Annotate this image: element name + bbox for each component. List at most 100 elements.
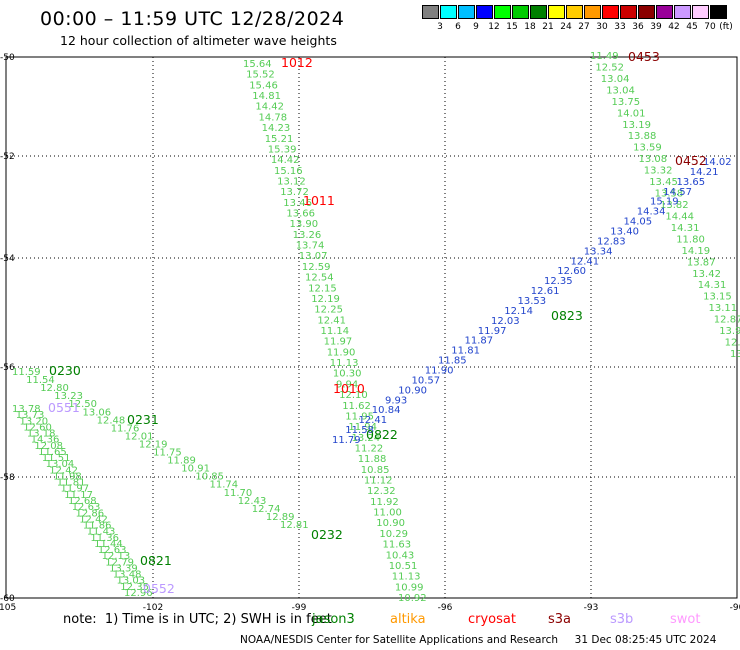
wave-height-value: 13.08 [639, 154, 668, 165]
satellite-legend-cryosat: cryosat [468, 612, 516, 627]
colorbar-label: 21 [542, 22, 554, 32]
wave-height-value: 14.01 [617, 108, 646, 119]
wave-height-value: 12.80 [40, 383, 69, 394]
wave-height-value: 11.97 [61, 484, 90, 495]
wave-height-value: 11.98 [53, 472, 82, 483]
colorbar-label: 36 [632, 22, 644, 32]
colorbar-label: 39 [650, 22, 662, 32]
colorbar-swatch [638, 5, 655, 19]
colorbar-swatch [494, 5, 511, 19]
wave-height-value: 12.42 [49, 465, 78, 476]
satellite-legend-s3a: s3a [548, 612, 572, 627]
colorbar-label: 12 [488, 22, 500, 32]
wave-height-value: 13.23 [54, 391, 83, 402]
longitude-label: -96 [438, 603, 453, 613]
wave-height-value: 12.35 [120, 582, 149, 593]
pass-time-label: 0551 [48, 400, 80, 415]
wave-height-value: 15.19 [650, 197, 679, 208]
wave-height-value: 11.12 [364, 476, 393, 487]
colorbar-swatch [566, 5, 583, 19]
wave-height-value: 11.51 [42, 453, 71, 464]
satellite-legend-swot: swot [670, 612, 701, 627]
colorbar-swatch [692, 5, 709, 19]
wave-height-value: 14.42 [271, 155, 300, 166]
wave-height-value: 11.86 [83, 521, 112, 532]
wave-height-value: 12.52 [595, 63, 624, 74]
wave-height-value: 12.41 [359, 415, 388, 426]
wave-height-value: 13.04 [46, 459, 75, 470]
pass-time-label: 1011 [303, 193, 335, 208]
wave-height-value: 12.14 [504, 306, 533, 317]
satellite-legend-altika: altika [390, 612, 426, 627]
wave-height-value: 11.49 [590, 51, 619, 62]
wave-height-value: 14.19 [682, 246, 711, 257]
colorbar-swatch [620, 5, 637, 19]
colorbar-label: 24 [560, 22, 572, 32]
wave-height-value: 11.70 [224, 488, 253, 499]
wave-height-value: 10.84 [372, 405, 401, 416]
colorbar-swatch [674, 5, 691, 19]
wave-height-value: 12.63 [72, 502, 101, 513]
wave-height-value: 13.04 [601, 74, 630, 85]
wave-height-value: 13.88 [628, 131, 657, 142]
longitude-label: -102 [143, 603, 163, 613]
wave-height-value: 11.80 [676, 234, 705, 245]
wave-height-value: 9.93 [385, 395, 407, 406]
wave-height-value: 11.81 [57, 478, 86, 489]
wave-height-value: 12.32 [367, 486, 396, 497]
colorbar-swatch [530, 5, 547, 19]
wave-height-value: 11.44 [94, 539, 123, 550]
wave-height-value: 14.02 [703, 157, 732, 168]
wave-height-value: 12.89 [266, 512, 295, 523]
wave-height-value: 12.54 [305, 273, 334, 284]
wave-height-value: 12.74 [252, 504, 281, 515]
wave-height-value: 14.31 [698, 280, 727, 291]
pass-time-label: 0232 [311, 527, 343, 542]
wave-height-value: 13.74 [296, 241, 325, 252]
wave-height-value: 12.68 [68, 496, 97, 507]
wave-height-value: 11.92 [370, 497, 399, 508]
colorbar-swatch [440, 5, 457, 19]
longitude-label: -105 [0, 603, 16, 613]
wave-height-value: 11.22 [355, 444, 384, 455]
wave-height-value: 10.90 [376, 518, 405, 529]
wave-height-value: 11.17 [64, 490, 93, 501]
wave-height-value: 13.75 [612, 97, 641, 108]
wave-height-value: 11.58 [345, 425, 374, 436]
colorbar-swatch [710, 5, 727, 19]
wave-height-value: 11.65 [38, 447, 67, 458]
wave-height-value: 12.79 [105, 557, 134, 568]
wave-height-value: 12.50 [68, 399, 97, 410]
wave-height-value: 14.05 [624, 217, 653, 228]
map-frame [5, 56, 738, 599]
wave-height-value: 11.63 [383, 540, 412, 551]
wave-height-value: 13.46 [283, 198, 312, 209]
wave-height-value: 14.23 [262, 123, 291, 134]
latitude-label: -60 [0, 594, 15, 604]
colorbar-label: 9 [473, 22, 479, 32]
wave-height-value: 11.62 [342, 401, 371, 412]
pass-time-label: 1012 [281, 55, 313, 70]
wave-height-value: 13.39 [109, 564, 138, 575]
wave-height-value: 11.74 [210, 480, 239, 491]
wave-height-value: 12.15 [308, 283, 337, 294]
wave-height-value: 12.01 [125, 431, 154, 442]
colorbar-swatch [458, 5, 475, 19]
wave-height-value: 13.34 [584, 246, 613, 257]
colorbar-unit: (ft) [719, 22, 733, 32]
wave-height-value: 11.43 [87, 527, 116, 538]
colorbar-label: 3 [437, 22, 443, 32]
wave-height-value: 12.81 [280, 520, 309, 531]
colorbar-swatch [602, 5, 619, 19]
wave-height-value: 12.48 [97, 415, 126, 426]
wave-height-value: 13.04 [606, 85, 635, 96]
wave-height-value: 15.46 [249, 80, 278, 91]
pass-time-label: 0822 [366, 427, 398, 442]
wave-height-value: 11.76 [111, 423, 140, 434]
longitude-label: -90 [730, 603, 740, 613]
wave-height-value: 14.42 [255, 102, 284, 113]
wave-height-value: 11.90 [327, 347, 356, 358]
wave-height-value: 13.32 [644, 166, 673, 177]
colorbar-label: 33 [614, 22, 626, 32]
wave-height-value: 13.59 [633, 143, 662, 154]
